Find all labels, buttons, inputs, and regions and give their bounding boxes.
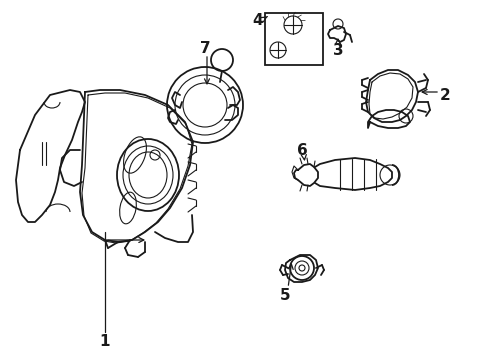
Text: 6: 6 [296,143,307,158]
Text: 2: 2 [439,87,449,103]
Bar [264,13,323,65]
Text: 7: 7 [199,41,210,55]
Text: 4: 4 [252,13,263,27]
Text: 5: 5 [279,288,290,302]
Text: 1: 1 [100,334,110,350]
Text: 3: 3 [332,42,343,58]
